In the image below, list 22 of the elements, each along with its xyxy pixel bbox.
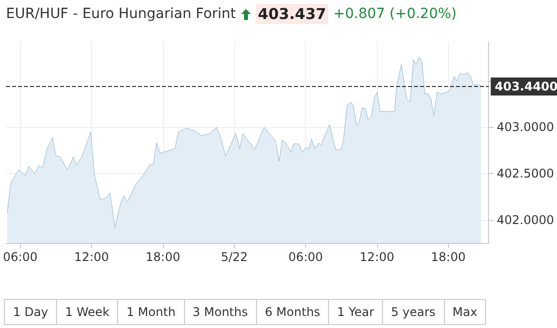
y-tick-label: 402.5000 [496,166,554,181]
text: 1 Year [328,299,384,325]
chart-title: EUR/HUF - Euro Hungarian Forint [6,6,236,22]
x-tick-label: 06:00 [2,250,38,264]
x-tick-label: 5/22 [220,250,248,264]
text: +0.807 (+0.20%) [333,6,457,22]
text: 1 Day [4,299,58,325]
x-tick-label: 12:00 [74,250,109,264]
text: 1 Week [56,299,118,325]
x-tick-label: 06:00 [288,250,323,264]
text: 6 Months [256,299,330,325]
text: 5 years [382,299,445,325]
text: 1 Month [117,299,185,325]
x-tick-label: 12:00 [360,250,394,264]
chart-subtitle: 403.437 [256,4,328,24]
y-tick-label: 403.0000 [496,120,554,134]
ref-line-label: 403.4400 [494,79,557,94]
text: Max [444,299,486,325]
x-tick-label: 18:00 [146,250,180,264]
y-tick-label: 402.0000 [496,212,554,227]
x-tick-label: 18:00 [431,250,466,264]
text: 3 Months [184,299,257,325]
